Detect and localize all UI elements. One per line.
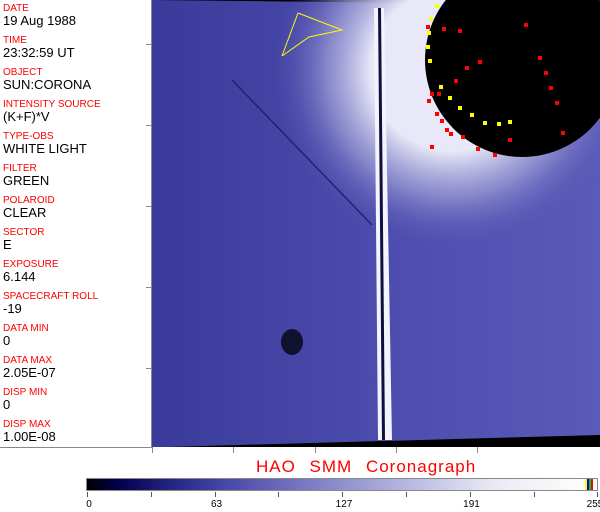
field-label: DATE	[3, 3, 29, 14]
overlay-marker	[449, 132, 454, 136]
header-info-panel: DATE 19 Aug 1988 TIME 23:32:59 UT OBJECT SUN:…	[0, 0, 152, 448]
instrument-title: HAO SMM Coronagraph	[256, 457, 477, 476]
axis-tick	[315, 447, 316, 453]
occulting-disk	[425, 0, 600, 157]
axis-tick	[146, 125, 152, 126]
overlay-marker	[439, 85, 444, 89]
overlay-marker	[478, 60, 483, 64]
field-label: DATA MIN	[3, 323, 49, 334]
overlay-marker	[454, 79, 459, 83]
overlay-marker	[435, 112, 440, 116]
colorbar-tick	[150, 492, 152, 497]
field-value: E	[3, 237, 12, 252]
overlay-marker	[483, 121, 488, 125]
overlay-marker	[470, 113, 475, 117]
field-value: 19 Aug 1988	[3, 13, 77, 28]
overlay-marker	[430, 92, 435, 96]
colorbar-tick	[214, 492, 216, 497]
field-label: DISP MAX	[3, 419, 51, 430]
field-value: -19	[3, 301, 22, 316]
axis-tick	[477, 447, 478, 453]
field-value: 2.05E-07	[3, 365, 56, 380]
colorbar-tick-label: 63	[210, 499, 223, 510]
overlay-marker	[476, 147, 481, 151]
axis-tick	[233, 447, 234, 453]
axis-tick	[396, 447, 397, 453]
colorbar-overlay-swatches	[585, 479, 593, 490]
colorbar-tick	[469, 492, 471, 497]
overlay-marker	[544, 71, 549, 75]
field-value: SUN:CORONA	[3, 77, 92, 92]
overlay-marker	[429, 17, 434, 21]
colorbar-tick	[342, 492, 344, 497]
colorbar-tick-label: 191	[463, 499, 480, 510]
overlay-marker	[426, 45, 431, 49]
colorbar-tick	[533, 492, 535, 497]
diagonal-streak	[231, 79, 373, 226]
colorbar-tick-label: 255	[586, 499, 600, 510]
overlay-marker	[497, 122, 502, 126]
axis-tick	[146, 44, 152, 45]
axis-tick	[146, 287, 152, 288]
field-label: TYPE-OBS	[3, 131, 54, 142]
overlay-marker	[549, 86, 554, 90]
overlay-marker	[427, 99, 432, 103]
field-value: (K+F)*V	[3, 109, 50, 124]
field-label: INTENSITY SOURCE	[3, 99, 101, 110]
colorbar-tick	[597, 492, 599, 497]
overlay-marker	[437, 92, 442, 96]
axis-tick	[152, 447, 153, 453]
overlay-marks	[426, 4, 566, 157]
overlay-triangle	[281, 12, 344, 57]
field-label: TIME	[3, 35, 27, 46]
field-value: GREEN	[3, 173, 50, 188]
coronagraph-image	[152, 0, 600, 447]
field-label: DATA MAX	[3, 355, 53, 366]
overlay-marker	[508, 138, 513, 142]
field-value: 0	[3, 333, 11, 348]
occulter-pylon-dark	[378, 8, 385, 440]
field-label: POLAROID	[3, 195, 55, 206]
overlay-marker	[448, 96, 453, 100]
overlay-marker	[538, 56, 543, 60]
field-label: FILTER	[3, 163, 37, 174]
colorbar-tick	[406, 492, 407, 497]
colorbar	[86, 478, 598, 491]
dark-spot	[281, 329, 303, 355]
overlay-marker	[445, 128, 450, 132]
field-value: 1.00E-08	[3, 429, 56, 444]
overlay-marker	[442, 27, 447, 31]
colorbar-tick-label: 0	[86, 499, 92, 510]
overlay-marker	[440, 119, 445, 123]
field-value: CLEAR	[3, 205, 47, 220]
overlay-marker	[435, 4, 440, 8]
overlay-marker	[430, 145, 435, 149]
field-value: 6.144	[3, 269, 36, 284]
field-value: 23:32:59 UT	[3, 45, 75, 60]
colorbar-tick	[87, 492, 88, 497]
colorbar-tick	[278, 492, 280, 497]
field-value: WHITE LIGHT	[3, 141, 87, 156]
overlay-marker	[524, 23, 529, 27]
overlay-marker	[458, 29, 463, 33]
field-label: EXPOSURE	[3, 259, 59, 270]
field-label: DISP MIN	[3, 387, 48, 398]
overlay-marker	[555, 101, 560, 105]
overlay-marker	[561, 131, 566, 135]
axis-tick	[146, 368, 152, 369]
field-label: SPACECRAFT ROLL	[3, 291, 99, 302]
field-label: SECTOR	[3, 227, 45, 238]
overlay-marker	[465, 66, 470, 70]
overlay-marker	[508, 120, 513, 124]
field-label: OBJECT	[3, 67, 43, 78]
field-value: 0	[3, 397, 11, 412]
overlay-marker	[427, 31, 432, 35]
overlay-marker	[428, 59, 433, 63]
overlay-marker	[426, 25, 431, 29]
overlay-marker	[458, 106, 463, 110]
overlay-marker	[493, 153, 498, 157]
axis-tick	[146, 206, 152, 207]
overlay-marker	[461, 135, 466, 139]
colorbar-tick-label: 127	[335, 499, 353, 510]
